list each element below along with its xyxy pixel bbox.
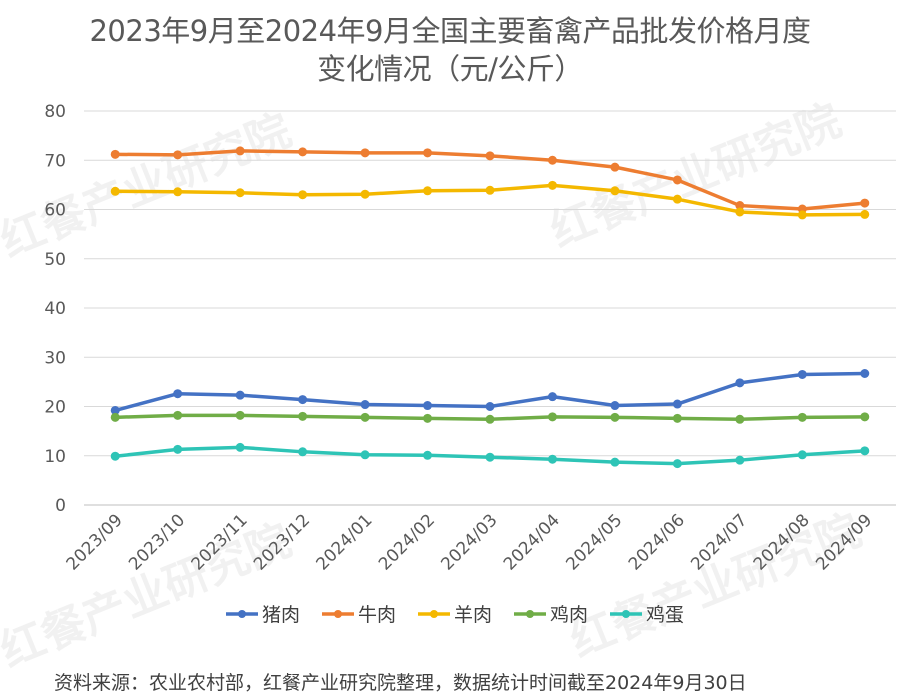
x-tick-label: 2024/03	[437, 510, 501, 574]
data-point	[235, 390, 245, 400]
data-point	[547, 180, 557, 190]
data-point	[610, 186, 620, 196]
y-tick-label: 0	[55, 496, 66, 516]
data-point	[298, 447, 308, 457]
y-tick-label: 70	[44, 151, 66, 171]
data-point	[797, 210, 807, 220]
y-tick-label: 10	[44, 447, 66, 467]
data-point	[485, 414, 495, 424]
data-point	[672, 399, 682, 409]
legend-marker	[238, 610, 246, 618]
data-point	[485, 452, 495, 462]
data-point	[860, 209, 870, 219]
data-point	[110, 149, 120, 159]
data-point	[547, 412, 557, 422]
data-point	[110, 412, 120, 422]
data-point	[173, 389, 183, 399]
data-point	[298, 147, 308, 157]
y-tick-label: 80	[44, 102, 66, 122]
data-point	[360, 412, 370, 422]
data-point	[485, 151, 495, 161]
x-tick-label: 2024/02	[375, 510, 439, 574]
legend-marker	[622, 610, 630, 618]
x-tick-label: 2024/04	[500, 510, 564, 574]
legend-label: 牛肉	[358, 604, 396, 626]
legend-label: 鸡肉	[550, 604, 588, 626]
data-point	[235, 188, 245, 198]
chart-title-line2: 变化情况（元/公斤）	[317, 52, 583, 86]
data-point	[547, 392, 557, 402]
data-point	[235, 410, 245, 420]
data-point	[423, 148, 433, 158]
data-point	[110, 186, 120, 196]
data-point	[735, 378, 745, 388]
legend-marker	[526, 610, 534, 618]
data-point	[423, 401, 433, 411]
data-point	[235, 146, 245, 156]
data-point	[423, 450, 433, 460]
data-point	[547, 155, 557, 165]
data-point	[298, 411, 308, 421]
data-point	[797, 369, 807, 379]
x-tick-label: 2024/06	[625, 510, 689, 574]
x-tick-label: 2023/11	[188, 510, 252, 574]
data-point	[423, 186, 433, 196]
data-point	[672, 459, 682, 469]
data-point	[672, 413, 682, 423]
y-tick-label: 40	[44, 299, 66, 319]
data-point	[485, 402, 495, 411]
data-point	[797, 412, 807, 422]
data-point	[860, 412, 870, 422]
data-point	[360, 189, 370, 199]
data-point	[860, 446, 870, 456]
y-tick-label: 30	[44, 348, 66, 368]
data-point	[610, 412, 620, 422]
legend-label: 羊肉	[454, 604, 492, 626]
data-point	[610, 457, 620, 467]
legend-label: 猪肉	[262, 604, 300, 626]
data-point	[547, 454, 557, 464]
data-point	[360, 450, 370, 460]
data-point	[173, 410, 183, 420]
legend-marker	[430, 610, 438, 618]
data-point	[860, 198, 870, 208]
data-point	[672, 194, 682, 204]
data-point	[797, 450, 807, 460]
data-point	[235, 442, 245, 452]
legend-label: 鸡蛋	[646, 604, 684, 626]
chart-title: 2023年9月至2024年9月全国主要畜禽产品批发价格月度 变化情况（元/公斤）	[0, 12, 900, 88]
data-point	[173, 187, 183, 197]
x-tick-label: 2024/01	[313, 510, 377, 574]
data-point	[735, 455, 745, 465]
data-point	[610, 401, 620, 411]
y-tick-label: 20	[44, 398, 66, 418]
y-tick-label: 60	[44, 201, 66, 221]
line-chart: 010203040506070802023/092023/102023/1120…	[44, 102, 896, 626]
data-point	[110, 451, 120, 461]
source-note: 资料来源：农业农村部，红餐产业研究院整理，数据统计时间截至2024年9月30日	[54, 672, 747, 694]
x-tick-label: 2024/08	[750, 510, 814, 574]
y-tick-label: 50	[44, 250, 66, 270]
data-point	[173, 444, 183, 454]
data-point	[735, 207, 745, 217]
chart-title-line1: 2023年9月至2024年9月全国主要畜禽产品批发价格月度	[89, 14, 811, 48]
data-point	[173, 150, 183, 160]
data-point	[735, 414, 745, 424]
data-point	[423, 413, 433, 423]
x-tick-label: 2023/10	[125, 510, 189, 574]
x-tick-label: 2024/07	[687, 510, 751, 574]
x-tick-label: 2024/05	[562, 510, 626, 574]
data-point	[298, 190, 308, 200]
x-tick-label: 2023/12	[250, 510, 314, 574]
x-tick-label: 2024/09	[812, 510, 876, 574]
data-point	[360, 400, 370, 410]
data-point	[298, 395, 308, 405]
x-tick-label: 2023/09	[63, 510, 127, 574]
data-point	[860, 369, 870, 379]
data-point	[485, 185, 495, 195]
data-point	[360, 148, 370, 158]
data-point	[610, 162, 620, 172]
data-point	[672, 175, 682, 185]
legend-marker	[334, 610, 342, 618]
